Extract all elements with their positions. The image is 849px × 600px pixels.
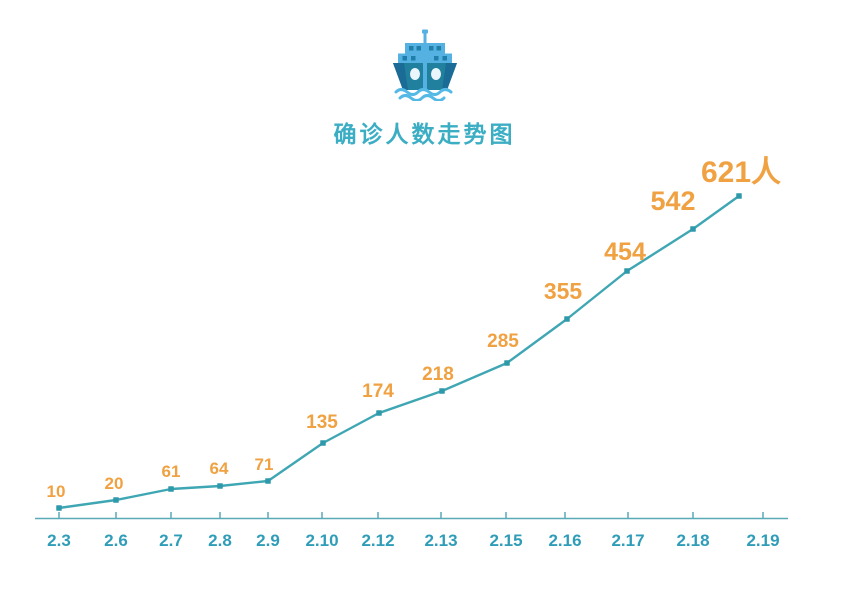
- x-tick-label: 2.13: [424, 531, 457, 550]
- data-point-marker: [265, 478, 271, 484]
- data-point-label: 20: [105, 474, 124, 493]
- data-point-marker: [320, 440, 326, 446]
- data-point-marker: [168, 486, 174, 492]
- data-point-label: 61: [162, 462, 181, 481]
- data-point-label: 218: [422, 364, 454, 385]
- data-point-marker: [439, 388, 445, 394]
- data-point-marker: [217, 483, 223, 489]
- data-point-label: 621人: [701, 156, 781, 189]
- x-tick-label: 2.9: [256, 531, 280, 550]
- x-tick-label: 2.19: [746, 531, 779, 550]
- x-tick-label: 2.8: [208, 531, 232, 550]
- data-point-label: 174: [362, 381, 394, 402]
- data-point-marker: [736, 193, 742, 199]
- data-point-label: 285: [487, 331, 519, 352]
- ship-mast: [421, 29, 428, 44]
- x-tick-label: 2.17: [611, 531, 644, 550]
- ship-icon: [392, 29, 457, 101]
- ship-hull: [392, 43, 457, 90]
- x-tick-label: 2.15: [489, 531, 522, 550]
- x-tick-label: 2.12: [361, 531, 394, 550]
- x-tick-label: 2.7: [159, 531, 183, 550]
- data-point-label: 64: [210, 459, 229, 478]
- data-point-marker: [564, 316, 570, 322]
- data-point-marker: [690, 226, 696, 232]
- x-tick-label: 2.3: [47, 531, 71, 550]
- x-tick-label: 2.16: [548, 531, 581, 550]
- x-tick-label: 2.6: [104, 531, 128, 550]
- chart-header: 确诊人数走势图: [0, 29, 849, 149]
- data-point-label: 71: [255, 455, 274, 474]
- x-tick-label: 2.18: [676, 531, 709, 550]
- x-tick-label: 2.10: [305, 531, 338, 550]
- chart-title: 确诊人数走势图: [333, 121, 516, 147]
- data-point-label: 355: [544, 278, 583, 304]
- data-point-label: 135: [306, 412, 338, 433]
- data-point-marker: [56, 505, 62, 511]
- data-point-marker: [376, 410, 382, 416]
- ship-waves: [394, 88, 452, 101]
- data-point-marker: [504, 360, 510, 366]
- data-point-label: 10: [47, 482, 66, 501]
- data-point-marker: [113, 497, 119, 503]
- data-point-label: 542: [650, 186, 695, 216]
- data-point-marker: [624, 268, 630, 274]
- data-point-label: 454: [604, 238, 646, 266]
